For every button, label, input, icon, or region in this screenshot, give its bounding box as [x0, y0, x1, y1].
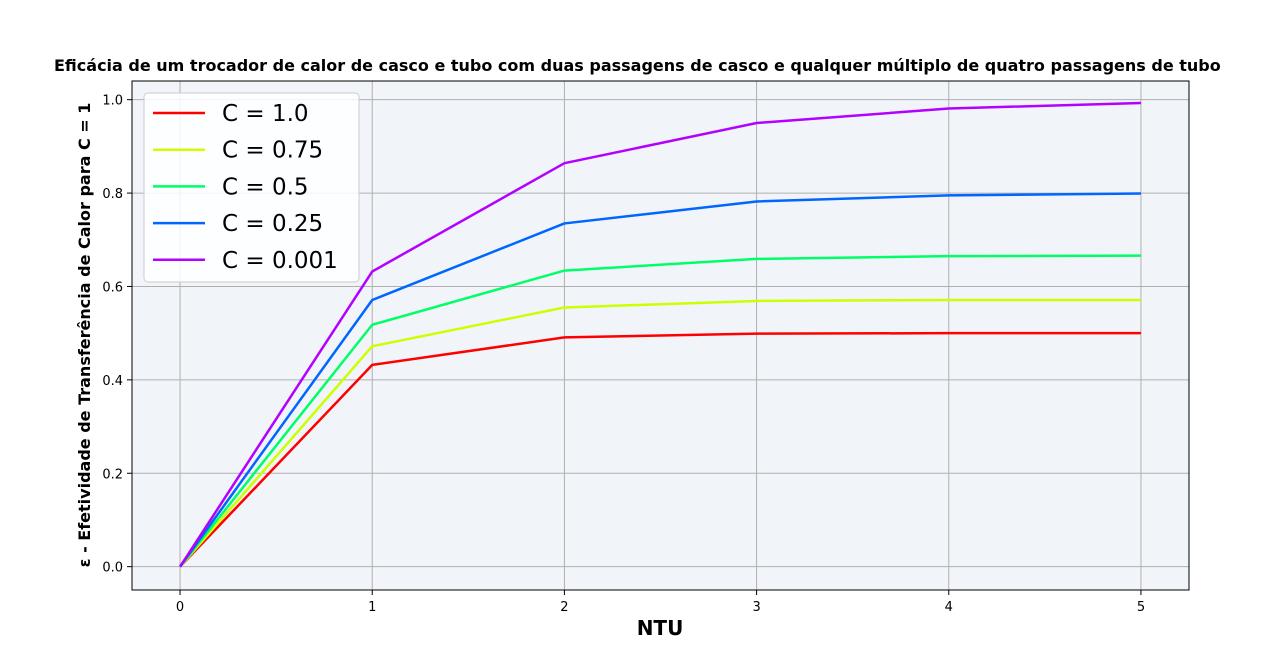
x-tick-label: 5 [1137, 600, 1145, 615]
y-tick-label: 0.2 [102, 467, 123, 482]
plot-frame [131, 80, 1190, 591]
y-tick-label: 0.6 [102, 280, 123, 295]
x-axis-label: NTU [637, 616, 684, 640]
series-lines [179, 101, 1141, 568]
y-tick-label: 1.0 [102, 94, 123, 109]
y-ticks: 0.0 0.2 0.4 0.6 0.8 1.0 [102, 94, 132, 576]
chart-title: Eficácia de um trocador de calor de casc… [54, 56, 1221, 75]
series-line-0 [179, 331, 1141, 568]
legend-label-2: C = 0.5 [222, 174, 309, 200]
x-tick-label: 1 [368, 600, 376, 615]
x-tick-label: 3 [752, 600, 760, 615]
series-line-4 [179, 101, 1141, 568]
series-line-2 [179, 254, 1141, 568]
legend: C = 1.0 C = 0.75 C = 0.5 C = 0.25 C = 0.001 [143, 92, 360, 283]
legend-box [143, 92, 360, 283]
legend-label-1: C = 0.75 [222, 138, 323, 164]
y-axis-label: ε - Efetividade de Transferência de Calo… [75, 103, 94, 568]
legend-label-0: C = 1.0 [222, 101, 309, 127]
x-tick-label: 2 [560, 600, 568, 615]
y-tick-label: 0.0 [102, 561, 123, 576]
x-ticks: 0 1 2 3 4 5 [176, 590, 1145, 615]
legend-label-3: C = 0.25 [222, 211, 323, 237]
grid [132, 81, 1189, 590]
series-line-3 [179, 192, 1141, 568]
legend-label-4: C = 0.001 [222, 248, 338, 274]
y-tick-label: 0.4 [102, 374, 123, 389]
y-tick-label: 0.8 [102, 187, 123, 202]
x-tick-label: 0 [176, 600, 184, 615]
series-line-1 [179, 298, 1141, 568]
x-tick-label: 4 [945, 600, 953, 615]
